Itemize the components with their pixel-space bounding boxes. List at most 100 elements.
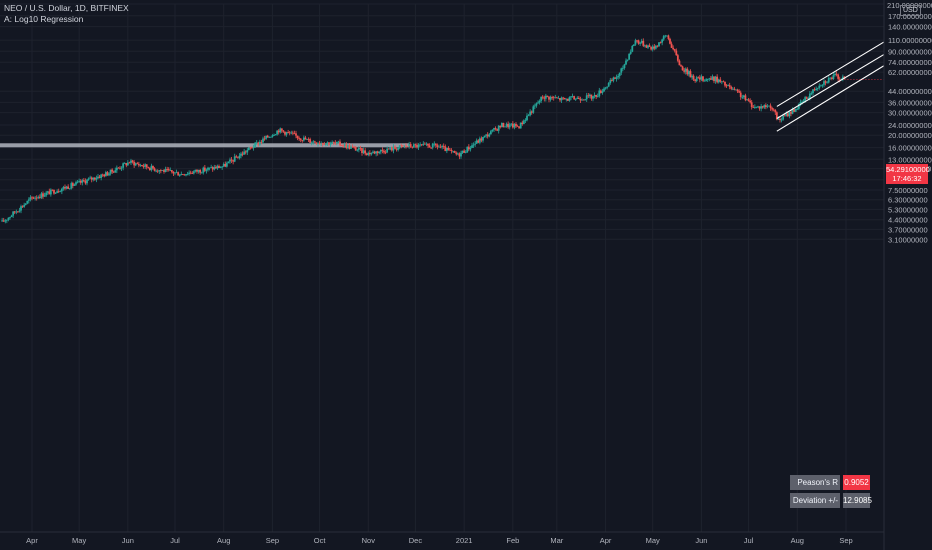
candle-body xyxy=(441,146,444,148)
currency-badge[interactable]: USD xyxy=(900,5,921,16)
candle-body xyxy=(137,164,140,166)
candle-body xyxy=(181,174,184,175)
candle-body xyxy=(802,100,805,102)
candle-body xyxy=(246,150,249,153)
candle-body xyxy=(552,97,555,99)
candle-body xyxy=(161,170,164,171)
price-tick-label: 44.00000000 xyxy=(888,87,932,96)
log10-regression-channel[interactable] xyxy=(776,39,888,132)
candle-body xyxy=(384,152,387,154)
candle-body xyxy=(219,167,222,169)
candle-body xyxy=(560,97,563,101)
candle-body xyxy=(661,39,664,43)
candle-body xyxy=(777,118,780,120)
candle-body xyxy=(288,132,291,134)
time-tick-label: Aug xyxy=(791,536,804,545)
candle-body xyxy=(750,102,753,107)
channel-line-lower[interactable] xyxy=(776,63,888,132)
candle-body xyxy=(152,165,154,169)
candle-body xyxy=(497,125,500,131)
candle-body xyxy=(24,203,27,205)
candle-body xyxy=(747,99,750,101)
candle-body xyxy=(208,167,211,169)
candle-body xyxy=(797,103,800,109)
candle-body xyxy=(604,87,607,89)
candle-body xyxy=(323,144,326,145)
candle-body xyxy=(236,157,239,159)
channel-line-middle[interactable] xyxy=(776,52,888,119)
candle-body xyxy=(104,172,107,177)
candle-body xyxy=(510,123,513,125)
candle-body xyxy=(841,76,844,80)
candle-body xyxy=(623,64,626,68)
candle-body xyxy=(251,147,253,149)
candle-body xyxy=(508,124,511,128)
horizontal-level-line[interactable] xyxy=(0,143,410,148)
candle-body xyxy=(471,145,473,148)
candle-body xyxy=(486,134,489,137)
symbol-title[interactable]: NEO / U.S. Dollar, 1D, BITFINEX xyxy=(4,3,129,13)
candle-body xyxy=(414,144,417,146)
price-tick-label: 3.70000000 xyxy=(888,225,928,234)
horizontal-price-level[interactable] xyxy=(0,143,410,148)
candle-body xyxy=(632,44,635,46)
channel-line-upper[interactable] xyxy=(776,39,888,107)
candle-body xyxy=(483,135,486,137)
time-tick-label: Sep xyxy=(839,536,852,545)
candle-body xyxy=(144,164,147,167)
candle-body xyxy=(774,109,777,113)
candle-body xyxy=(599,90,602,93)
candle-body xyxy=(274,134,277,136)
candle-body xyxy=(295,133,297,136)
candle-body xyxy=(799,102,802,104)
candle-body xyxy=(731,88,734,90)
candle-body xyxy=(485,134,488,136)
candle-body xyxy=(255,142,258,144)
candle-body xyxy=(650,46,653,50)
candle-body xyxy=(70,183,73,189)
candle-body xyxy=(614,77,616,79)
candle-body xyxy=(218,166,220,169)
candle-body xyxy=(489,131,492,135)
candle-body xyxy=(114,170,117,173)
candle-body xyxy=(447,147,450,150)
candle-body xyxy=(573,96,576,100)
candle-body xyxy=(139,165,142,166)
candle-body xyxy=(783,115,786,117)
candle-body xyxy=(612,77,615,81)
candle-body xyxy=(595,95,598,98)
candle-body xyxy=(829,77,832,79)
candle-body xyxy=(694,79,697,82)
candle-body xyxy=(713,76,715,82)
candle-body xyxy=(100,174,103,178)
candle-body xyxy=(12,211,15,216)
candle-body xyxy=(670,43,673,48)
candle-body xyxy=(521,122,524,125)
candle-body xyxy=(724,81,726,86)
candle-body xyxy=(801,101,803,103)
indicator-label[interactable]: A: Log10 Regression xyxy=(4,14,84,24)
time-axis[interactable]: Apr May Jun Jul Aug Sep Oct Nov Dec 2021 Feb Mar Apr… xyxy=(0,531,884,545)
candle-body xyxy=(603,88,605,92)
candle-body xyxy=(233,156,236,162)
candle-body xyxy=(538,100,541,103)
candle-body xyxy=(153,168,156,171)
candle-body xyxy=(257,142,260,145)
candle-body xyxy=(568,97,571,101)
candle-body xyxy=(581,99,583,101)
candle-body xyxy=(725,85,728,87)
candle-body xyxy=(565,98,568,100)
candle-body xyxy=(282,130,285,132)
price-tick-label: 170.00000000 xyxy=(888,12,932,21)
candle-body xyxy=(119,167,121,169)
candle-body xyxy=(214,167,217,169)
candle-body xyxy=(445,147,448,152)
candle-body xyxy=(97,176,99,179)
candle-body xyxy=(49,189,52,195)
candle-body xyxy=(287,132,290,133)
price-axis[interactable]: 170.00000000 140.00000000 110.00000000 90.0… xyxy=(883,0,932,550)
candle-body xyxy=(837,74,840,79)
candle-body xyxy=(172,171,175,174)
candle-body xyxy=(123,163,126,164)
